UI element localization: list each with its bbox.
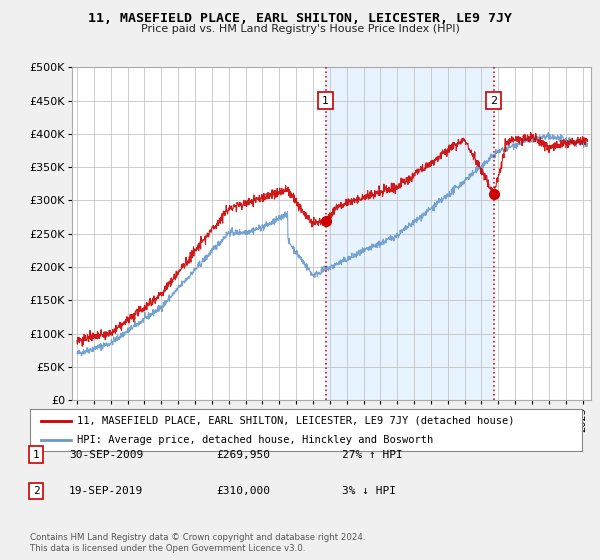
Text: 3% ↓ HPI: 3% ↓ HPI <box>342 486 396 496</box>
Text: 27% ↑ HPI: 27% ↑ HPI <box>342 450 403 460</box>
Text: 2: 2 <box>32 486 40 496</box>
Text: 11, MASEFIELD PLACE, EARL SHILTON, LEICESTER, LE9 7JY: 11, MASEFIELD PLACE, EARL SHILTON, LEICE… <box>88 12 512 25</box>
Text: 2: 2 <box>490 96 497 105</box>
Text: £310,000: £310,000 <box>216 486 270 496</box>
Text: 1: 1 <box>322 96 329 105</box>
Text: 1: 1 <box>32 450 40 460</box>
Text: Contains HM Land Registry data © Crown copyright and database right 2024.
This d: Contains HM Land Registry data © Crown c… <box>30 533 365 553</box>
Text: HPI: Average price, detached house, Hinckley and Bosworth: HPI: Average price, detached house, Hinc… <box>77 435 433 445</box>
Bar <box>326 67 494 400</box>
Text: 30-SEP-2009: 30-SEP-2009 <box>69 450 143 460</box>
Text: Price paid vs. HM Land Registry's House Price Index (HPI): Price paid vs. HM Land Registry's House … <box>140 24 460 34</box>
Text: £269,950: £269,950 <box>216 450 270 460</box>
Text: 11, MASEFIELD PLACE, EARL SHILTON, LEICESTER, LE9 7JY (detached house): 11, MASEFIELD PLACE, EARL SHILTON, LEICE… <box>77 416 514 426</box>
Text: 19-SEP-2019: 19-SEP-2019 <box>69 486 143 496</box>
